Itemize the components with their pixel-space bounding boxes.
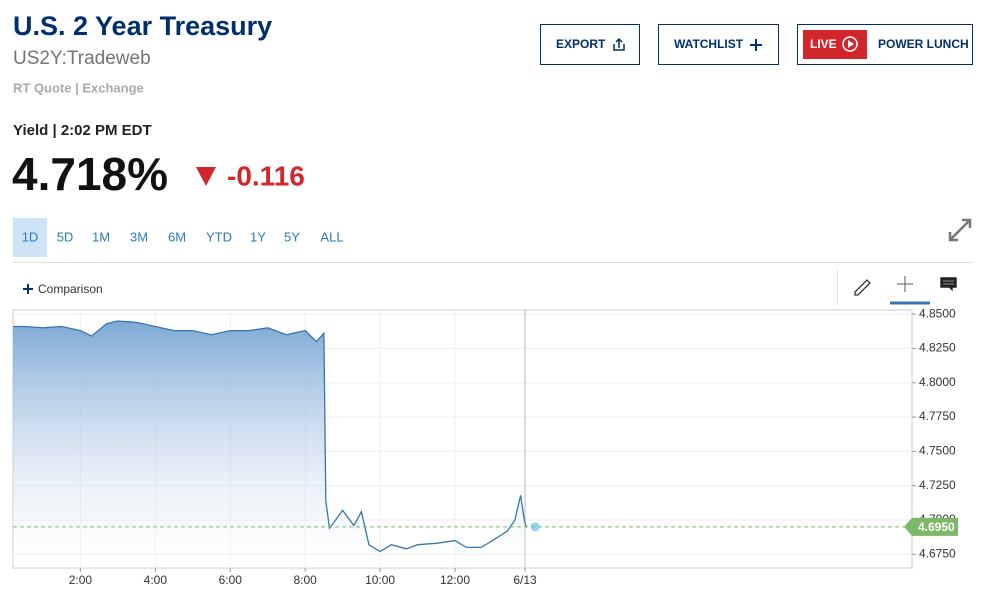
last-value-tag: [904, 517, 958, 536]
button-label: POWER LUNCH: [878, 37, 969, 51]
crosshair-tool[interactable]: [897, 276, 913, 292]
last-point: [530, 522, 540, 532]
comparison[interactable]: Comparison: [38, 282, 103, 296]
x-tick-label: 4:00: [144, 573, 168, 587]
x-tick-label: 10:00: [365, 573, 395, 587]
range-tab[interactable]: YTD: [206, 229, 232, 244]
range-tab[interactable]: 1Y: [250, 229, 266, 244]
x-tick-label: 8:00: [293, 573, 317, 587]
play-icon: [848, 40, 854, 48]
title: U.S. 2 Year Treasury: [13, 11, 272, 41]
y-tick-label: 4.8500: [919, 306, 956, 320]
range-selected: [13, 218, 47, 257]
time-label: Yield | 2:02 PM EDT: [13, 122, 152, 139]
button-label: WATCHLIST: [674, 37, 744, 51]
last-value-label: 4.6950: [918, 520, 955, 534]
price: 4.718%: [12, 148, 168, 200]
plus-icon: [750, 39, 762, 51]
change: -0.116: [227, 160, 305, 191]
y-tick-label: 4.7500: [919, 444, 956, 458]
chart: 4.67504.70004.72504.75004.77504.80004.82…: [12, 306, 958, 587]
play-icon: [842, 36, 858, 52]
symbol: US2Y:Tradeweb: [13, 48, 151, 69]
line: [13, 320, 527, 553]
down-arrow: [196, 167, 216, 186]
quote-source: RT Quote | Exchange: [13, 80, 144, 95]
y-tick-label: 4.8000: [919, 375, 956, 389]
button-label: EXPORT: [556, 37, 606, 51]
range-tab[interactable]: 3M: [130, 229, 148, 244]
range-tab[interactable]: ALL: [320, 229, 343, 244]
range-tab[interactable]: 1M: [92, 229, 110, 244]
export-icon: [613, 37, 625, 51]
y-tick-label: 4.7250: [919, 478, 956, 492]
note-tool[interactable]: [939, 276, 958, 293]
range-tab[interactable]: 1D: [22, 229, 39, 244]
x-tick-label: 12:00: [440, 573, 470, 587]
range-tab[interactable]: 5Y: [284, 229, 300, 244]
expand-icon[interactable]: [948, 218, 972, 242]
x-tick-label: 2:00: [69, 573, 93, 587]
area: [13, 321, 527, 568]
x-tick-label: 6/13: [513, 573, 537, 587]
range-tabs: 1D 5D 1M 3M 6M YTD 1Y 5Y ALL: [22, 229, 344, 244]
y-tick-label: 4.6750: [919, 546, 956, 560]
range-tab[interactable]: 5D: [57, 229, 74, 244]
y-tick-label: 4.8250: [919, 341, 956, 355]
y-tick-label: 4.7750: [919, 409, 956, 423]
button-label: LIVE: [810, 37, 837, 51]
x-tick-label: 6:00: [219, 573, 243, 587]
export-button[interactable]: [540, 24, 640, 65]
range-tab[interactable]: 6M: [168, 229, 186, 244]
draw-tool[interactable]: [854, 279, 871, 296]
plus-icon: [23, 284, 33, 294]
